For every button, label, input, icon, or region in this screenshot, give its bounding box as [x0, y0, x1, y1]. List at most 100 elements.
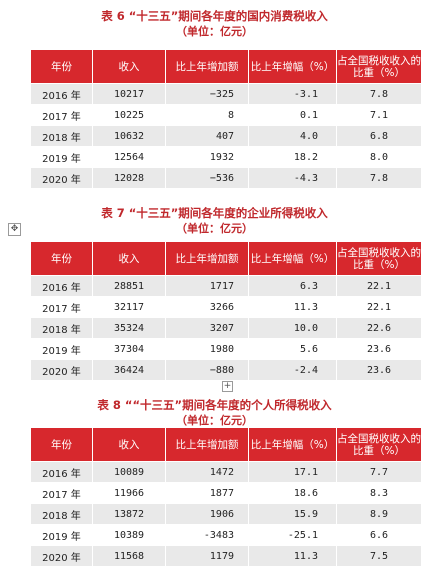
share-cell: 6.6	[336, 524, 422, 546]
share-cell: 7.8	[336, 83, 422, 105]
rate-cell: 11.3	[248, 545, 337, 567]
increase-cell: -3483	[165, 524, 249, 546]
header-year: 年份	[30, 427, 93, 462]
table7-unit: （单位：亿元）	[176, 222, 253, 235]
move-arrows-icon[interactable]: ✥	[8, 223, 21, 236]
table8-unit: （单位：亿元）	[176, 414, 253, 427]
share-cell: 22.6	[336, 317, 422, 339]
table-row: 2018 年 10632 407 4.0 6.8	[30, 125, 422, 147]
year-cell: 2020 年	[30, 167, 93, 189]
rate-cell: 10.0	[248, 317, 337, 339]
share-cell: 8.9	[336, 503, 422, 525]
increase-cell: 407	[165, 125, 249, 147]
year-cell: 2019 年	[30, 146, 93, 168]
increase-cell: 1877	[165, 482, 249, 504]
rate-cell: -3.1	[248, 83, 337, 105]
share-cell: 23.6	[336, 338, 422, 360]
table6-section: 表 6 “十三五”期间各年度的国内消费税收入 （单位：亿元）	[0, 8, 429, 39]
year-cell: 2017 年	[30, 296, 93, 318]
rate-cell: 0.1	[248, 104, 337, 126]
income-cell: 32117	[92, 296, 166, 318]
table7-section: 表 7 “十三五”期间各年度的企业所得税收入 （单位：亿元）	[0, 205, 429, 236]
header-income: 收入	[92, 49, 166, 84]
increase-cell: −536	[165, 167, 249, 189]
income-cell: 10225	[92, 104, 166, 126]
income-cell: 10389	[92, 524, 166, 546]
increase-cell: 1717	[165, 275, 249, 297]
increase-cell: 8	[165, 104, 249, 126]
header-share: 占全国税收收入的比重（%）	[336, 49, 422, 84]
table-header-row: 年份 收入 比上年增加额 比上年增幅（%） 占全国税收收入的比重（%）	[30, 49, 422, 84]
table8: 年份 收入 比上年增加额 比上年增幅（%） 占全国税收收入的比重（%） 2016 年 10…	[30, 427, 422, 567]
income-cell: 11568	[92, 545, 166, 567]
header-rate: 比上年增幅（%）	[248, 241, 337, 276]
year-cell: 2017 年	[30, 104, 93, 126]
table8-section: 表 8 ““十三五”期间各年度的个人所得税收入 （单位：亿元）	[0, 397, 429, 428]
rate-cell: 4.0	[248, 125, 337, 147]
header-year: 年份	[30, 241, 93, 276]
table-row: 2017 年 10225 8 0.1 7.1	[30, 104, 422, 126]
rate-cell: 17.1	[248, 461, 337, 483]
table-row: 2016 年 28851 1717 6.3 22.1	[30, 275, 422, 297]
rate-cell: -4.3	[248, 167, 337, 189]
rate-cell: -25.1	[248, 524, 337, 546]
income-cell: 10217	[92, 83, 166, 105]
header-rate: 比上年增幅（%）	[248, 49, 337, 84]
share-cell: 7.1	[336, 104, 422, 126]
share-cell: 23.6	[336, 359, 422, 381]
table-row: 2017 年 32117 3266 11.3 22.1	[30, 296, 422, 318]
year-cell: 2018 年	[30, 317, 93, 339]
table-row: 2018 年 13872 1906 15.9 8.9	[30, 503, 422, 525]
table7: 年份 收入 比上年增加额 比上年增幅（%） 占全国税收收入的比重（%） 2016 年 28…	[30, 241, 422, 381]
header-year: 年份	[30, 49, 93, 84]
table-row: 2020 年 11568 1179 11.3 7.5	[30, 545, 422, 567]
increase-cell: 1932	[165, 146, 249, 168]
rate-cell: 18.2	[248, 146, 337, 168]
rate-cell: -2.4	[248, 359, 337, 381]
header-income: 收入	[92, 241, 166, 276]
table-row: 2020 年 36424 −880 -2.4 23.6	[30, 359, 422, 381]
header-increase: 比上年增加额	[165, 49, 249, 84]
share-cell: 8.3	[336, 482, 422, 504]
share-cell: 8.0	[336, 146, 422, 168]
table-row: 2020 年 12028 −536 -4.3 7.8	[30, 167, 422, 189]
year-cell: 2018 年	[30, 503, 93, 525]
table7-title: 表 7 “十三五”期间各年度的企业所得税收入	[101, 206, 328, 220]
share-cell: 7.8	[336, 167, 422, 189]
increase-cell: 3266	[165, 296, 249, 318]
rate-cell: 18.6	[248, 482, 337, 504]
header-rate: 比上年增幅（%）	[248, 427, 337, 462]
table6-title: 表 6 “十三五”期间各年度的国内消费税收入	[101, 9, 328, 23]
year-cell: 2016 年	[30, 461, 93, 483]
year-cell: 2019 年	[30, 338, 93, 360]
plus-icon[interactable]: +	[222, 381, 233, 392]
increase-cell: −325	[165, 83, 249, 105]
year-cell: 2016 年	[30, 275, 93, 297]
header-increase: 比上年增加额	[165, 427, 249, 462]
year-cell: 2019 年	[30, 524, 93, 546]
income-cell: 12028	[92, 167, 166, 189]
income-cell: 11966	[92, 482, 166, 504]
share-cell: 22.1	[336, 275, 422, 297]
table8-title: 表 8 ““十三五”期间各年度的个人所得税收入	[97, 398, 332, 412]
header-increase: 比上年增加额	[165, 241, 249, 276]
share-cell: 7.7	[336, 461, 422, 483]
table-row: 2019 年 37304 1980 5.6 23.6	[30, 338, 422, 360]
increase-cell: 1980	[165, 338, 249, 360]
rate-cell: 15.9	[248, 503, 337, 525]
share-cell: 7.5	[336, 545, 422, 567]
table-row: 2016 年 10089 1472 17.1 7.7	[30, 461, 422, 483]
table-row: 2017 年 11966 1877 18.6 8.3	[30, 482, 422, 504]
table-row: 2018 年 35324 3207 10.0 22.6	[30, 317, 422, 339]
year-cell: 2018 年	[30, 125, 93, 147]
increase-cell: 1472	[165, 461, 249, 483]
income-cell: 10089	[92, 461, 166, 483]
income-cell: 35324	[92, 317, 166, 339]
rate-cell: 5.6	[248, 338, 337, 360]
income-cell: 28851	[92, 275, 166, 297]
header-income: 收入	[92, 427, 166, 462]
table-row: 2019 年 10389 -3483 -25.1 6.6	[30, 524, 422, 546]
income-cell: 36424	[92, 359, 166, 381]
income-cell: 10632	[92, 125, 166, 147]
income-cell: 12564	[92, 146, 166, 168]
